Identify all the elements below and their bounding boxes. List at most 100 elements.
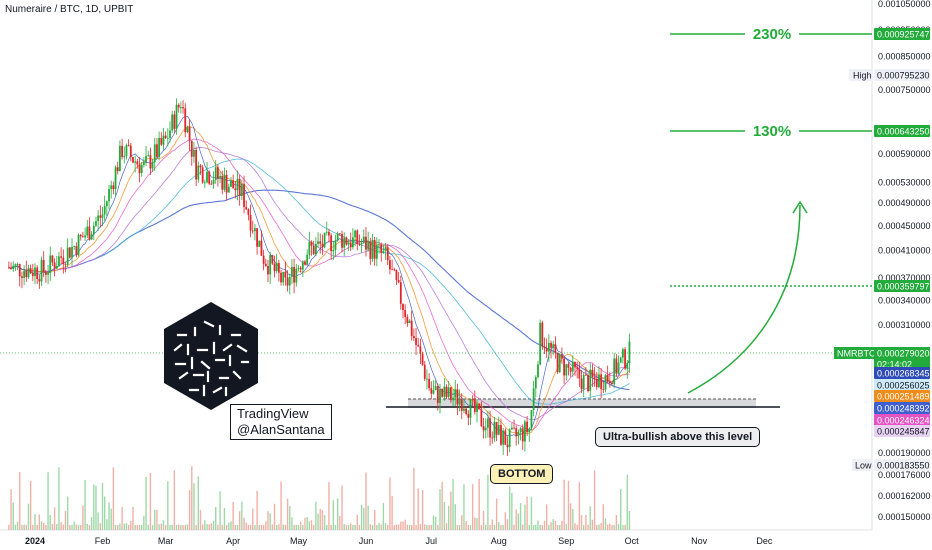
candle-body [458, 399, 461, 405]
volume-bar [112, 467, 115, 530]
volume-bar [441, 481, 443, 530]
candle-body [169, 130, 171, 138]
candle-body [230, 180, 232, 187]
symbol-label-bg [834, 347, 874, 359]
volume-bar [223, 508, 226, 530]
candle-body [332, 249, 335, 252]
volume-bar [306, 517, 308, 530]
volume-bar [56, 523, 58, 530]
volume-bar [29, 480, 32, 530]
candle-body [393, 269, 396, 271]
candle-body [132, 157, 134, 163]
candle-body [587, 375, 589, 392]
volume-bar [332, 500, 335, 530]
candle-body [284, 271, 287, 278]
volume-bar [51, 524, 54, 530]
volume-bar [476, 518, 478, 530]
candle-body [295, 268, 298, 283]
candle-body [391, 269, 393, 271]
candle-body [282, 271, 285, 283]
volume-bar [160, 523, 162, 530]
candle-body [95, 221, 97, 226]
volume-bar [215, 507, 217, 530]
volume-bar [591, 519, 594, 530]
volume-bar [572, 509, 574, 530]
candle-body [147, 155, 150, 156]
candle-body [397, 279, 400, 283]
volume-bar [171, 524, 173, 530]
ma-tag-bg [874, 390, 930, 402]
volume-bar [310, 520, 313, 530]
volume-bar [64, 510, 67, 530]
ma-tag-bg [874, 367, 930, 379]
candle-body [556, 353, 559, 373]
volume-bar [373, 509, 376, 530]
volume-bar [548, 524, 550, 530]
candle-body [184, 108, 187, 133]
volume-bar [321, 510, 324, 530]
candle-body [77, 234, 80, 255]
low-label: Low [855, 461, 872, 471]
y-tick-label: 0.000530000 [878, 177, 931, 187]
candle-body [71, 246, 73, 258]
low-tag-bg [874, 459, 930, 471]
candle-body [312, 245, 315, 255]
candle-body [580, 378, 583, 390]
volume-bar [140, 524, 143, 530]
volume-bar [350, 523, 352, 530]
countdown: 02:14:02 [877, 360, 912, 370]
candle-body [275, 263, 278, 272]
volume-bar [40, 521, 43, 530]
volume-bar [467, 525, 470, 530]
candle-body [36, 267, 39, 280]
volume-bar [178, 524, 180, 530]
volume-bar [328, 482, 330, 530]
candle-body [421, 354, 424, 365]
candle-body [358, 244, 361, 245]
candle-body [412, 335, 415, 339]
candle-body [134, 161, 137, 163]
y-tick-label: 0.000176000 [878, 470, 931, 480]
volume-bar [339, 516, 341, 530]
volume-bar [397, 524, 400, 530]
volume-bar [108, 502, 110, 530]
volume-bar [12, 502, 14, 530]
candle-body [14, 264, 17, 266]
candle-body [232, 180, 235, 189]
volume-bar [8, 524, 10, 530]
volume-bar [262, 524, 265, 530]
y-tick-label: 0.000190000 [878, 448, 931, 458]
volume-bar [360, 504, 363, 530]
volume-bar [539, 524, 541, 530]
volume-bar [134, 524, 136, 530]
candle-body [103, 206, 106, 215]
y-tick-label: 0.000590000 [878, 149, 931, 159]
volume-bar [182, 524, 184, 530]
volume-bar [365, 472, 367, 530]
candle-body [626, 362, 629, 369]
volume-bar [86, 523, 88, 530]
volume-bar [238, 511, 241, 530]
target-tag-130-bg [874, 125, 930, 137]
candle-body [212, 179, 215, 184]
candle-body [524, 421, 526, 442]
volume-bar [406, 524, 409, 530]
candle-body [534, 377, 537, 389]
volume-bar [528, 524, 530, 530]
volume-bar [21, 524, 23, 530]
volume-bar [95, 485, 97, 530]
volume-bar [71, 524, 73, 530]
volume-bar [293, 524, 295, 530]
volume-bar [66, 496, 69, 530]
volume-bar [437, 524, 439, 530]
volume-bar [469, 524, 472, 530]
volume-bar [282, 524, 284, 530]
volume-bar [275, 524, 278, 530]
volume-bar [82, 505, 84, 530]
candle-body [565, 364, 568, 376]
y-tick-label: 0.000490000 [878, 198, 931, 208]
candle-body [249, 214, 252, 231]
candle-body [428, 378, 431, 389]
candle-body [247, 209, 250, 215]
candle-body [613, 358, 616, 385]
